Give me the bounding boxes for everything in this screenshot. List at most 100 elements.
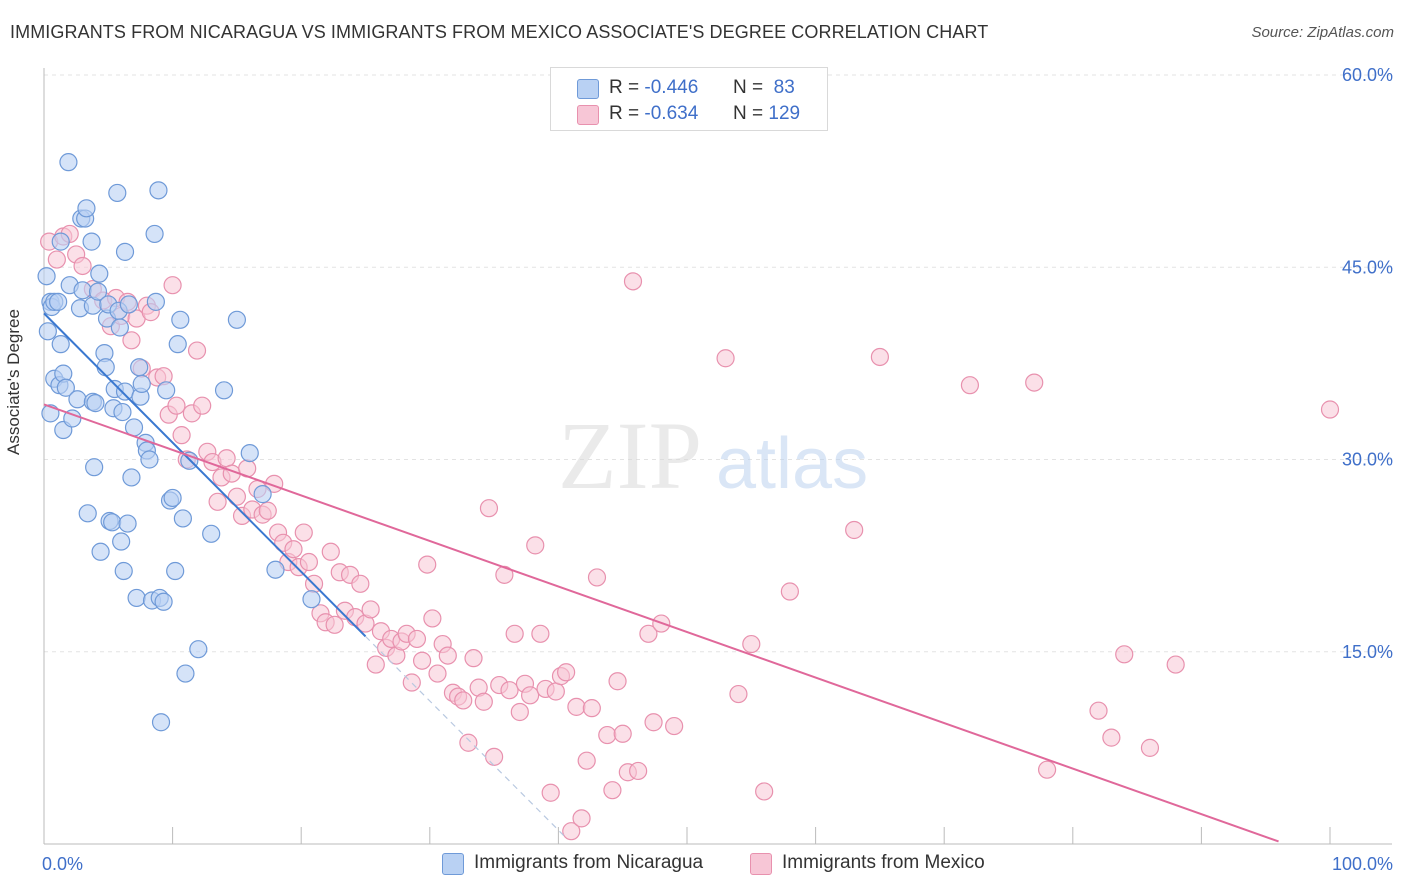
mexico-point [454,691,473,710]
nicaragua-point [130,358,149,377]
mexico-point [526,536,545,555]
nicaragua-legend-swatch [442,853,464,875]
nicaragua-point [227,310,246,329]
watermark-atlas: atlas [716,424,868,504]
mexico-point [172,426,191,445]
nicaragua-point [88,282,108,301]
nicaragua-point [202,524,221,543]
nicaragua-point [108,183,127,203]
y-tick-label: 60.0% [1342,65,1393,85]
nicaragua-point [168,335,187,354]
mexico-point [1025,373,1044,392]
nicaragua-point [149,181,168,200]
mexico-point [187,341,207,360]
nicaragua-point [90,264,109,283]
mexico-point [716,349,735,368]
mexico-point [428,664,447,683]
mexico-legend-swatch [750,853,772,875]
mexico-point [227,487,246,506]
mexico-point [412,651,432,670]
nicaragua-point [189,640,208,659]
nicaragua-point [157,381,176,400]
nicaragua-point [51,232,70,251]
nicaragua-point [171,310,190,329]
mexico-point [541,783,560,802]
mexico-point [1115,645,1134,664]
mexico-point [629,761,648,781]
mexico-point [577,751,596,770]
y-tick-label: 30.0% [1342,450,1393,470]
mexico-swatch [577,105,599,125]
nicaragua-point [37,267,56,286]
nicaragua-n: N = 83 [733,77,795,98]
nicaragua-point [302,590,321,609]
mexico-point [1166,655,1185,674]
mexico-point [407,629,427,649]
mexico-trend-line [43,403,1279,843]
mexico-point [742,634,761,654]
mexico-point [546,682,565,701]
mexico-point [167,396,186,415]
nicaragua-point [163,488,182,508]
nicaragua-point [85,458,104,477]
mexico-r: R = -0.634 [609,103,699,124]
nicaragua-point [115,242,135,261]
nicaragua-point [38,322,57,341]
nicaragua-points [37,153,321,732]
mexico-point [603,781,622,800]
mexico-point [639,624,658,643]
mexico-point [1320,400,1340,419]
mexico-point [479,499,499,518]
nicaragua-point [154,592,173,611]
stats-legend: R = -0.446 N = 83 R = -0.634 N = 129 [550,67,828,131]
nicaragua-point [113,402,132,422]
stats-legend-row-nicaragua: R = -0.446 N = 83 [551,75,827,101]
mexico-point [587,568,607,587]
mexico-point [562,822,581,841]
mexico-point [47,250,66,269]
stats-legend-row-mexico: R = -0.634 N = 129 [551,101,827,127]
mexico-point [464,649,483,668]
nicaragua-point [122,468,141,487]
nicaragua-point [110,318,129,337]
mexico-point [485,747,504,766]
mexico-point [598,725,617,745]
nicaragua-point [82,232,101,251]
mexico-point [438,646,457,665]
nicaragua-point [77,199,96,218]
mexico-point [474,692,493,711]
y-tick-label: 15.0% [1342,642,1393,662]
nicaragua-point [86,394,105,413]
mexico-point [582,699,601,718]
chart-title: IMMIGRANTS FROM NICARAGUA VS IMMIGRANTS … [10,22,989,42]
grid [44,74,1392,653]
mexico-legend-label: Immigrants from Mexico [782,852,985,873]
mexico-point [1102,728,1121,747]
nicaragua-point [73,281,92,300]
nicaragua-point [166,561,185,581]
nicaragua-point [240,443,259,463]
mexico-point [613,724,632,743]
nicaragua-point [118,514,137,533]
nicaragua-point [140,450,159,469]
mexico-point [567,697,586,716]
mexico-point [780,582,799,601]
mexico-point [845,520,864,540]
nicaragua-point [112,532,131,551]
mexico-point [284,540,303,559]
nicaragua-point [266,560,285,579]
mexico-point [665,716,684,736]
mexico-n: N = 129 [733,103,801,124]
mexico-point [960,376,980,395]
nicaragua-trend-extension [365,635,566,838]
nicaragua-point [151,713,171,732]
nicaragua-point [132,374,151,393]
axes [43,68,1392,845]
tick-labels: 15.0% 30.0% 45.0% 60.0% 0.0% 100.0% [42,65,1393,874]
mexico-point [755,782,774,801]
mexico-point [122,331,141,350]
nicaragua-point [173,509,192,528]
source-label: Source: ZipAtlas.com [1251,24,1394,41]
x-tick-label-max: 100.0% [1332,854,1393,874]
